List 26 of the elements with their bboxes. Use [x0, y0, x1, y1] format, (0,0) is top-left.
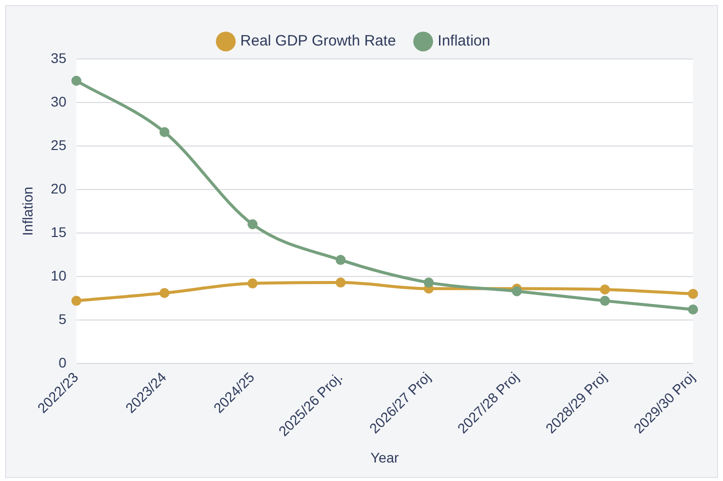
point: [688, 304, 698, 315]
x-axis-title: Year: [370, 449, 400, 466]
point: [71, 76, 82, 86]
point: [424, 278, 434, 288]
point: [336, 278, 346, 288]
point: [248, 278, 258, 288]
point: [512, 286, 522, 296]
point: [688, 288, 698, 299]
y-tick-label: 15: [50, 224, 67, 240]
y-tick-label: 20: [50, 180, 67, 196]
point: [336, 254, 346, 265]
point: [600, 296, 610, 306]
y-tick-label: 0: [58, 354, 67, 370]
y-tick-label: 5: [58, 310, 67, 327]
y-tick-label: 35: [50, 50, 67, 66]
y-tick-label: 25: [50, 136, 67, 153]
y-axis-title: Inflation: [19, 186, 36, 236]
point: [71, 296, 82, 306]
y-tick-label: 30: [50, 93, 67, 110]
point: [248, 219, 258, 230]
point: [600, 284, 610, 294]
point: [159, 127, 170, 138]
point: [159, 288, 170, 298]
y-tick-label: 10: [50, 267, 67, 284]
legend-label: Real GDP Growth Rate: [240, 32, 396, 50]
legend-label: Inflation: [438, 32, 490, 50]
